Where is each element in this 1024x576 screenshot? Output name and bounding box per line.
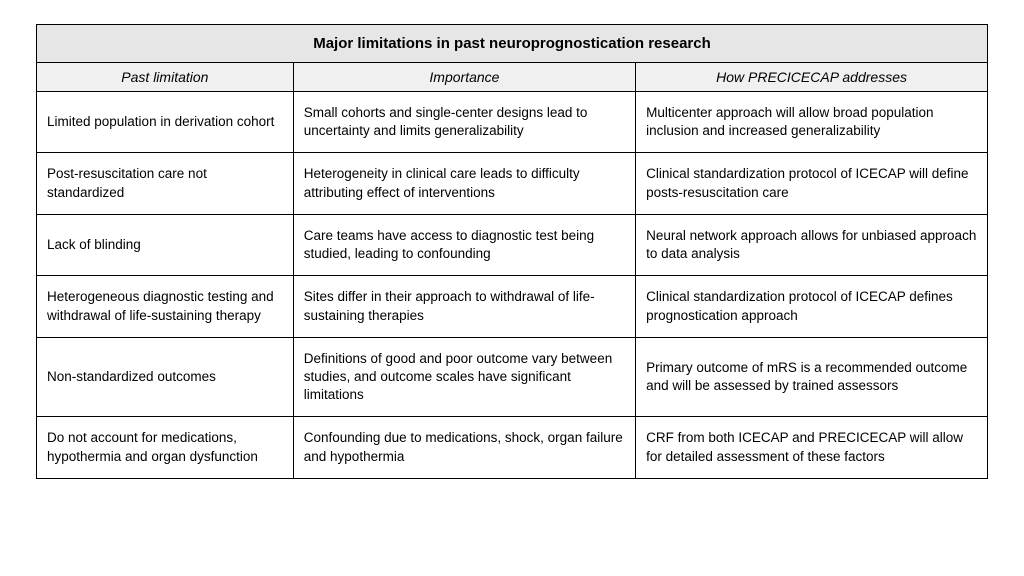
table-row: Limited population in derivation cohort … xyxy=(37,92,988,153)
cell-addresses: Clinical standardization protocol of ICE… xyxy=(636,153,988,214)
cell-addresses: Neural network approach allows for unbia… xyxy=(636,214,988,275)
cell-importance: Sites differ in their approach to withdr… xyxy=(293,276,635,337)
table-row: Do not account for medications, hypother… xyxy=(37,417,988,478)
table-row: Non-standardized outcomes Definitions of… xyxy=(37,337,988,417)
cell-limitation: Heterogeneous diagnostic testing and wit… xyxy=(37,276,294,337)
col-header-addresses: How PRECICECAP addresses xyxy=(636,63,988,92)
cell-importance: Definitions of good and poor outcome var… xyxy=(293,337,635,417)
col-header-limitation: Past limitation xyxy=(37,63,294,92)
cell-limitation: Limited population in derivation cohort xyxy=(37,92,294,153)
col-header-importance: Importance xyxy=(293,63,635,92)
cell-limitation: Non-standardized outcomes xyxy=(37,337,294,417)
cell-importance: Small cohorts and single-center designs … xyxy=(293,92,635,153)
cell-addresses: CRF from both ICECAP and PRECICECAP will… xyxy=(636,417,988,478)
cell-limitation: Do not account for medications, hypother… xyxy=(37,417,294,478)
table-header-row: Past limitation Importance How PRECICECA… xyxy=(37,63,988,92)
cell-importance: Confounding due to medications, shock, o… xyxy=(293,417,635,478)
table-row: Heterogeneous diagnostic testing and wit… xyxy=(37,276,988,337)
cell-addresses: Multicenter approach will allow broad po… xyxy=(636,92,988,153)
table-title: Major limitations in past neuroprognosti… xyxy=(37,25,988,63)
cell-limitation: Lack of blinding xyxy=(37,214,294,275)
cell-importance: Heterogeneity in clinical care leads to … xyxy=(293,153,635,214)
cell-addresses: Primary outcome of mRS is a recommended … xyxy=(636,337,988,417)
table-row: Post-resuscitation care not standardized… xyxy=(37,153,988,214)
table-title-row: Major limitations in past neuroprognosti… xyxy=(37,25,988,63)
cell-addresses: Clinical standardization protocol of ICE… xyxy=(636,276,988,337)
cell-limitation: Post-resuscitation care not standardized xyxy=(37,153,294,214)
table-body: Limited population in derivation cohort … xyxy=(37,92,988,479)
cell-importance: Care teams have access to diagnostic tes… xyxy=(293,214,635,275)
table-row: Lack of blinding Care teams have access … xyxy=(37,214,988,275)
limitations-table: Major limitations in past neuroprognosti… xyxy=(36,24,988,479)
